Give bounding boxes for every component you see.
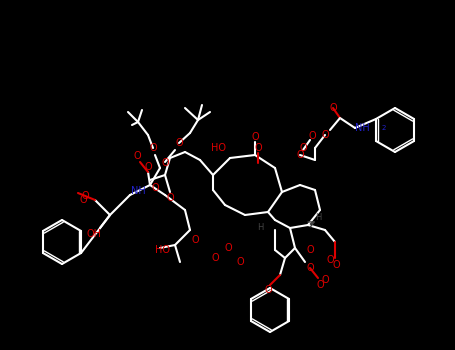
Text: O: O [254,143,262,153]
Text: O: O [166,193,174,203]
Text: H: H [315,214,321,223]
Text: O: O [308,131,316,141]
Text: O: O [81,191,89,201]
Text: O: O [144,162,152,172]
Text: O: O [321,130,329,140]
Text: O: O [151,183,159,193]
Text: O: O [211,253,219,263]
Text: O: O [161,158,169,168]
Text: 2: 2 [382,125,386,131]
Text: H: H [257,224,263,232]
Text: O: O [236,257,244,267]
Text: O: O [251,132,259,142]
Text: O: O [306,263,314,273]
Text: O: O [79,195,87,205]
Text: HO: HO [155,245,170,255]
Text: O: O [224,243,232,253]
Text: O: O [191,235,199,245]
Text: O: O [296,150,304,160]
Text: OH: OH [86,229,101,239]
Text: O: O [264,285,272,295]
Text: O: O [149,143,157,153]
Text: O: O [306,245,314,255]
Text: O: O [299,143,307,153]
Text: O: O [133,151,141,161]
Text: O: O [316,280,324,290]
Text: NH: NH [355,123,370,133]
Text: HO: HO [211,143,226,153]
Text: O: O [175,138,183,148]
Text: O: O [329,103,337,113]
Text: O: O [321,275,329,285]
Text: NH: NH [131,186,146,196]
Text: O: O [326,255,334,265]
Text: O: O [332,260,340,270]
